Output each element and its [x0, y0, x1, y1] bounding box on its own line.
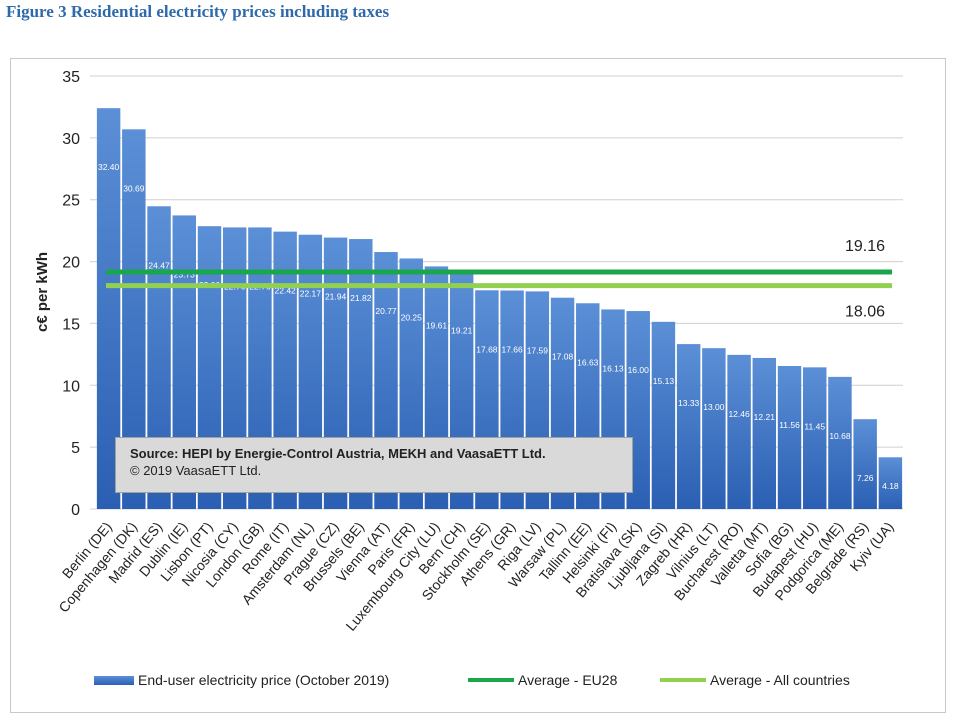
- bar: [752, 357, 777, 509]
- data-label: 19.61: [426, 320, 448, 330]
- data-label: 16.00: [628, 365, 650, 375]
- reference-lines: 19.16 18.06: [106, 238, 892, 321]
- y-tick-label: 20: [62, 255, 80, 272]
- data-label: 17.66: [501, 345, 523, 355]
- bar: [727, 354, 751, 509]
- y-tick-label: 10: [62, 378, 80, 395]
- legend-swatch-all: [660, 678, 706, 682]
- data-label: 21.82: [350, 293, 372, 303]
- data-label: 17.59: [527, 345, 549, 355]
- data-label: 12.46: [728, 409, 750, 419]
- bar: [878, 457, 903, 509]
- data-label: 13.33: [678, 398, 700, 408]
- bar: [172, 215, 196, 509]
- data-label: 20.77: [375, 306, 397, 316]
- y-tick-label: 0: [71, 502, 80, 519]
- data-label: 30.69: [123, 183, 145, 193]
- y-tick-label: 15: [62, 316, 80, 333]
- y-axis-ticks: 0 5 10 15 20 25 30 35: [62, 69, 80, 519]
- y-tick-label: 30: [62, 131, 80, 148]
- bar: [828, 376, 852, 509]
- bar: [777, 365, 802, 509]
- chart-frame: [10, 58, 946, 713]
- source-note-box: Source: HEPI by Energie-Control Austria,…: [115, 437, 633, 493]
- data-label: 12.21: [754, 412, 776, 422]
- data-label: 22.17: [300, 289, 322, 299]
- legend-label-all: Average - All countries: [710, 672, 850, 688]
- legend-swatch-eu28: [468, 678, 514, 682]
- legend-label-eu28: Average - EU28: [518, 672, 618, 688]
- data-label: 32.40: [98, 162, 120, 172]
- source-note: Source: HEPI by Energie-Control Austria,…: [130, 446, 546, 461]
- y-tick-label: 35: [62, 69, 80, 86]
- reference-line-label: 18.06: [845, 304, 885, 321]
- data-label: 22.42: [275, 286, 297, 296]
- bar: [676, 344, 701, 509]
- data-label: 7.26: [857, 473, 874, 483]
- data-label: 16.63: [577, 357, 599, 367]
- bar: [651, 321, 676, 509]
- data-label: 21.94: [325, 292, 347, 302]
- data-label: 17.08: [552, 352, 574, 362]
- data-label: 11.45: [804, 421, 825, 431]
- bar: [803, 367, 827, 509]
- data-label: 24.47: [148, 260, 170, 270]
- figure-title: Figure 3 Residential electricity prices …: [6, 2, 390, 21]
- data-label: 20.25: [401, 312, 423, 322]
- data-label: 16.13: [602, 363, 624, 373]
- data-label: 19.21: [451, 325, 473, 335]
- bar: [147, 206, 171, 509]
- legend-label-price: End-user electricity price (October 2019…: [138, 672, 390, 688]
- y-axis-label: c€ per kWh: [34, 252, 51, 332]
- data-label: 11.56: [779, 420, 800, 430]
- legend: End-user electricity price (October 2019…: [0, 672, 960, 696]
- legend-item-all: Average - All countries: [660, 672, 850, 688]
- data-label: 17.68: [476, 344, 498, 354]
- y-tick-label: 5: [71, 440, 80, 457]
- copyright-note: © 2019 VaasaETT Ltd.: [130, 463, 262, 478]
- data-label: 4.18: [882, 481, 899, 491]
- y-tick-label: 25: [62, 193, 80, 210]
- reference-line-label: 19.16: [845, 238, 885, 255]
- data-label: 13.00: [703, 402, 725, 412]
- bar: [853, 419, 877, 509]
- legend-item-price: End-user electricity price (October 2019…: [94, 672, 389, 688]
- data-label: 15.13: [653, 376, 675, 386]
- data-label: 10.68: [829, 431, 851, 441]
- legend-swatch-price: [94, 675, 134, 685]
- bar: [96, 108, 121, 509]
- x-axis-ticks: Berlin (DE)Copenhagen (DK)Madrid (ES)Dub…: [55, 519, 896, 634]
- legend-item-eu28: Average - EU28: [468, 672, 617, 688]
- bar: [702, 348, 726, 509]
- bar: [122, 129, 146, 509]
